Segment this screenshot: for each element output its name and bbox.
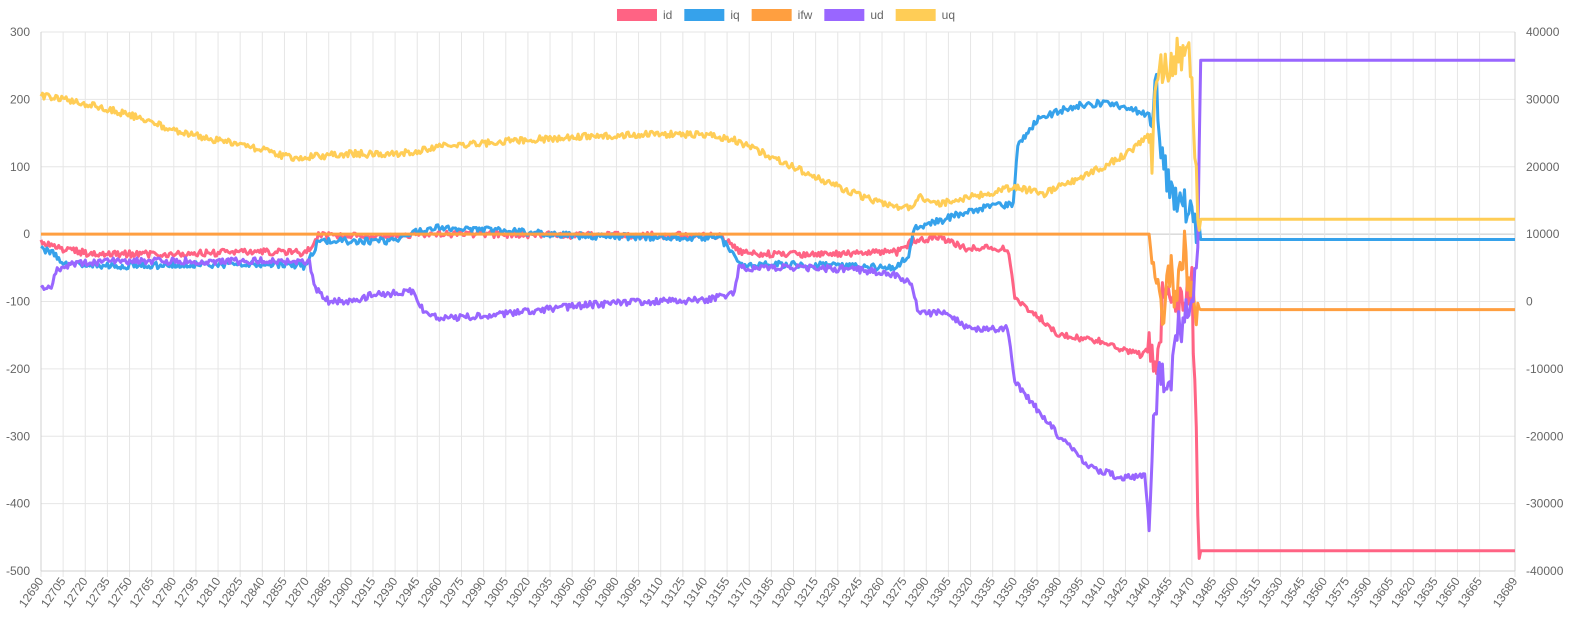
y-right-tick-label: 30000 — [1526, 92, 1560, 106]
y-right-tick-label: 10000 — [1526, 227, 1560, 241]
y-left-tick-label: -100 — [6, 295, 30, 309]
legend-label-ifw: ifw — [798, 8, 813, 22]
y-right-tick-label: 40000 — [1526, 25, 1560, 39]
y-left-tick-label: -200 — [6, 362, 30, 376]
y-right-tick-label: -20000 — [1526, 429, 1564, 443]
legend-swatch-id — [616, 9, 657, 21]
y-left-tick-label: 200 — [10, 92, 30, 106]
y-left-tick-label: 0 — [23, 227, 30, 241]
series-line-ud — [40, 58, 1515, 533]
y-left-tick-label: -500 — [6, 564, 30, 578]
legend-label-ud: ud — [870, 8, 883, 22]
series-line-id — [39, 229, 1515, 560]
axes: 300 200 100 0 -100 -200 -300 -400 -500 40000 30000… — [6, 25, 1564, 610]
y-right-tick-label: 0 — [1526, 295, 1533, 309]
legend-swatch-uq — [895, 9, 936, 21]
x-tick-label: 13689 — [1490, 574, 1521, 610]
legend: id iq ifw ud uq — [616, 8, 955, 22]
y-left-tick-label: 300 — [10, 25, 30, 39]
y-left-tick-label: -400 — [6, 497, 30, 511]
legend-swatch-ud — [824, 9, 865, 21]
grid — [40, 31, 1516, 577]
y-left-tick-label: 100 — [10, 160, 30, 174]
series-line-ifw — [41, 229, 1515, 327]
legend-label-id: id — [663, 8, 672, 22]
y-right-tick-label: -40000 — [1526, 564, 1564, 578]
y-right-tick-label: -10000 — [1526, 362, 1564, 376]
y-left-tick-label: -300 — [6, 429, 30, 443]
legend-swatch-iq — [684, 9, 725, 21]
y-right-tick-label: -30000 — [1526, 497, 1564, 511]
legend-swatch-ifw — [751, 9, 792, 21]
legend-label-uq: uq — [942, 8, 955, 22]
legend-label-iq: iq — [730, 8, 739, 22]
y-right-tick-label: 20000 — [1526, 160, 1560, 174]
x-tick-label: 13665 — [1454, 574, 1485, 610]
plot-area — [39, 36, 1515, 560]
series-line-uq — [39, 36, 1515, 232]
